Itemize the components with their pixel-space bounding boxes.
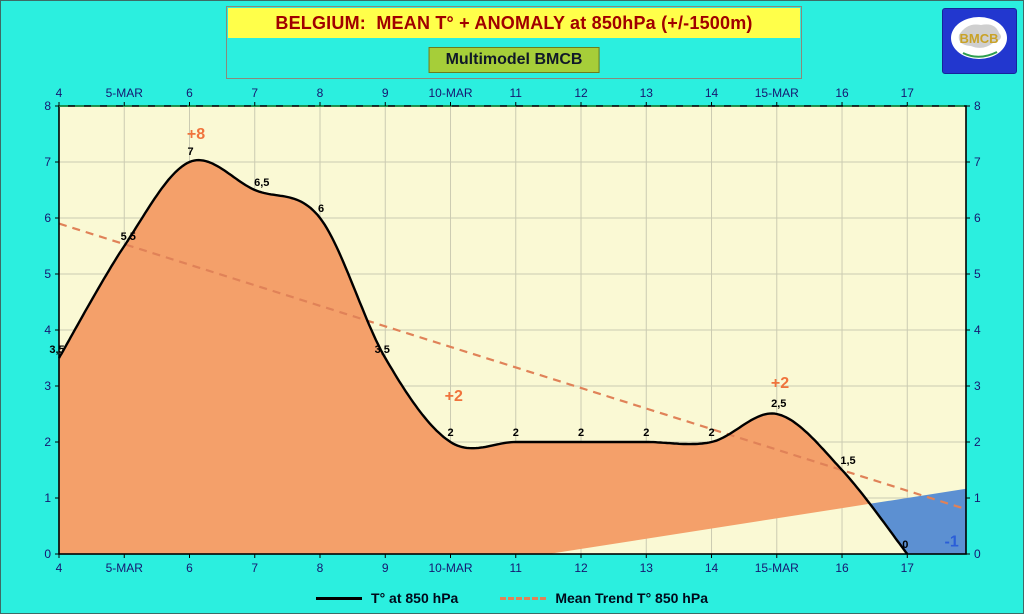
x-axis-label-bottom: 6 [186, 561, 193, 575]
point-label: 6,5 [254, 177, 269, 189]
x-axis-label-top: 12 [574, 86, 588, 100]
y-axis-label-left: 5 [44, 267, 51, 281]
point-label: 5,5 [121, 231, 136, 243]
point-label: 3,5 [49, 344, 64, 356]
anomaly-label: +2 [445, 388, 463, 405]
title-box: BELGIUM: MEAN T° + ANOMALY at 850hPa (+/… [226, 6, 802, 79]
y-axis-label-right: 6 [974, 211, 981, 225]
point-label: 2 [578, 427, 584, 439]
x-axis-label-top: 13 [640, 86, 654, 100]
x-axis-label-bottom: 9 [382, 561, 389, 575]
warm-anomaly-area [59, 160, 870, 554]
y-axis-label-left: 6 [44, 211, 51, 225]
x-axis-label-top: 14 [705, 86, 719, 100]
y-axis-label-left: 2 [44, 435, 51, 449]
point-label: 2 [513, 427, 519, 439]
anomaly-label: +8 [187, 126, 205, 143]
y-axis-label-right: 1 [974, 491, 981, 505]
x-axis-label-bottom: 11 [510, 561, 523, 575]
point-label: 1,5 [840, 455, 855, 467]
cold-anomaly-area [869, 488, 966, 554]
x-axis-label-bottom: 13 [640, 561, 654, 575]
point-label: 3,5 [375, 344, 390, 356]
point-label: 7 [187, 146, 193, 158]
point-label: 2,5 [771, 398, 786, 410]
x-axis-label-bottom: 5-MAR [106, 561, 144, 575]
x-axis-label-top: 17 [901, 86, 915, 100]
y-axis-label-left: 1 [44, 491, 51, 505]
x-axis-label-top: 5-MAR [106, 86, 144, 100]
chart-title: BELGIUM: MEAN T° + ANOMALY at 850hPa (+/… [228, 8, 800, 38]
x-axis-label-bottom: 8 [317, 561, 324, 575]
y-axis-label-right: 4 [974, 323, 981, 337]
x-axis-label-bottom: 15-MAR [755, 561, 799, 575]
point-label: 6 [318, 203, 324, 215]
point-label: 0 [902, 539, 908, 551]
point-label: 2 [708, 427, 714, 439]
x-axis-label-bottom: 14 [705, 561, 719, 575]
logo-underline [962, 51, 998, 58]
anomaly-label: +2 [771, 375, 789, 392]
temp-line-swatch [316, 596, 363, 600]
x-axis-label-top: 15-MAR [755, 86, 799, 100]
x-axis-label-bottom: 10-MAR [429, 561, 473, 575]
x-axis-label-top: 6 [186, 86, 193, 100]
legend-trend-label: Mean Trend T° 850 hPa [555, 590, 708, 606]
y-axis-label-right: 3 [974, 379, 981, 393]
trend-line [58, 222, 967, 511]
y-axis-label-left: 8 [44, 99, 51, 113]
x-axis-label-top: 11 [510, 86, 523, 100]
x-axis-label-bottom: 16 [835, 561, 849, 575]
y-axis-label-right: 8 [974, 99, 981, 113]
x-axis-label-top: 9 [382, 86, 389, 100]
bmcb-logo-graphic: BMCB [951, 17, 1007, 59]
x-axis-label-bottom: 12 [574, 561, 588, 575]
x-axis-label-top: 8 [317, 86, 324, 100]
y-axis-label-left: 0 [44, 547, 51, 561]
point-label: 2 [447, 427, 453, 439]
legend-temp-label: T° at 850 hPa [371, 590, 459, 606]
logo-map-shape [958, 24, 1001, 48]
temperature-curve [57, 158, 909, 555]
logo-text: BMCB [960, 31, 999, 46]
y-axis-label-right: 7 [974, 155, 981, 169]
y-axis-label-left: 7 [44, 155, 51, 169]
x-axis-label-top: 10-MAR [429, 86, 473, 100]
x-axis-label-bottom: 7 [251, 561, 258, 575]
bmcb-logo: BMCB [942, 8, 1017, 74]
chart-subtitle: Multimodel BMCB [428, 47, 600, 73]
point-label: 2 [643, 427, 649, 439]
x-axis-label-bottom: 17 [901, 561, 915, 575]
y-axis-label-right: 2 [974, 435, 981, 449]
y-axis-label-left: 4 [44, 323, 51, 337]
y-axis-label-left: 3 [44, 379, 51, 393]
x-axis-label-bottom: 4 [56, 561, 63, 575]
x-axis-label-top: 16 [835, 86, 849, 100]
x-axis-label-top: 7 [251, 86, 258, 100]
anomaly-label: -1 [945, 534, 959, 551]
y-axis-label-right: 0 [974, 547, 981, 561]
trend-line-swatch [500, 596, 547, 600]
legend: T° at 850 hPa Mean Trend T° 850 hPa [1, 585, 1023, 611]
x-axis-label-top: 4 [56, 86, 63, 100]
y-axis-label-right: 5 [974, 267, 981, 281]
